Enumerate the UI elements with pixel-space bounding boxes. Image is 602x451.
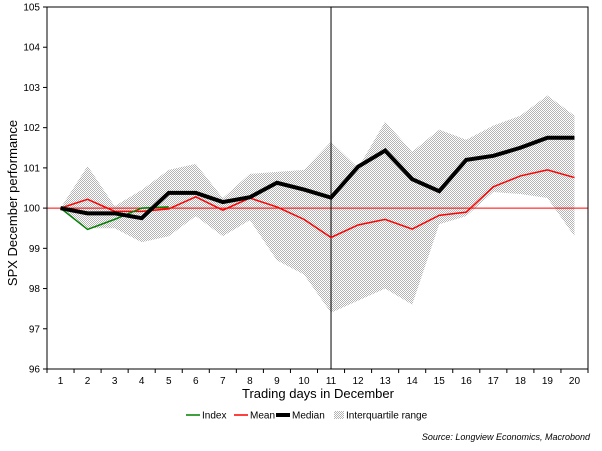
- x-tick-label: 5: [166, 376, 172, 387]
- series-line-median: [60, 135, 575, 221]
- series-line-mean: [60, 169, 575, 239]
- x-tick-label: 15: [434, 376, 446, 387]
- x-tick-label: 10: [298, 376, 310, 387]
- x-tick-label: 3: [112, 376, 118, 387]
- x-tick-label: 12: [353, 376, 365, 387]
- plot-area: [47, 7, 588, 369]
- y-tick-label: 105: [23, 3, 40, 14]
- x-tick-label: 16: [461, 376, 473, 387]
- source-note: Source: Longview Economics, Macrobond: [422, 432, 591, 442]
- x-tick-label: 7: [220, 376, 226, 387]
- x-tick-label: 20: [569, 376, 581, 387]
- legend-label-index: Index: [202, 411, 226, 422]
- x-tick-label: 11: [326, 376, 337, 387]
- y-tick-label: 99: [29, 244, 41, 255]
- y-tick-label: 97: [29, 324, 41, 335]
- y-tick-label: 96: [29, 365, 41, 376]
- y-tick-label: 102: [23, 123, 40, 134]
- x-tick-label: 17: [488, 376, 500, 387]
- x-tick-label: 4: [139, 376, 145, 387]
- y-axis-title: SPX December performance: [5, 120, 20, 286]
- legend-swatch-iqr: [334, 411, 344, 419]
- y-tick-label: 98: [29, 284, 41, 295]
- legend: Index Mean Median Interquartile range: [186, 411, 428, 422]
- x-tick-label: 14: [407, 376, 419, 387]
- iqr-band: [60, 95, 575, 313]
- y-tick-label: 100: [23, 204, 40, 215]
- y-tick-label: 101: [23, 163, 40, 174]
- x-tick-label: 9: [274, 376, 280, 387]
- y-tick-label: 104: [23, 43, 40, 54]
- x-tick-label: 13: [380, 376, 392, 387]
- x-tick-label: 18: [515, 376, 527, 387]
- x-axis-title: Trading days in December: [242, 386, 395, 401]
- x-tick-label: 1: [58, 376, 64, 387]
- legend-label-iqr: Interquartile range: [346, 411, 428, 422]
- x-tick-label: 8: [247, 376, 253, 387]
- legend-label-median: Median: [292, 411, 325, 422]
- x-tick-label: 6: [193, 376, 199, 387]
- legend-label-mean: Mean: [250, 411, 275, 422]
- x-tick-label: 19: [542, 376, 554, 387]
- y-tick-label: 103: [23, 83, 40, 94]
- x-tick-label: 2: [85, 376, 91, 387]
